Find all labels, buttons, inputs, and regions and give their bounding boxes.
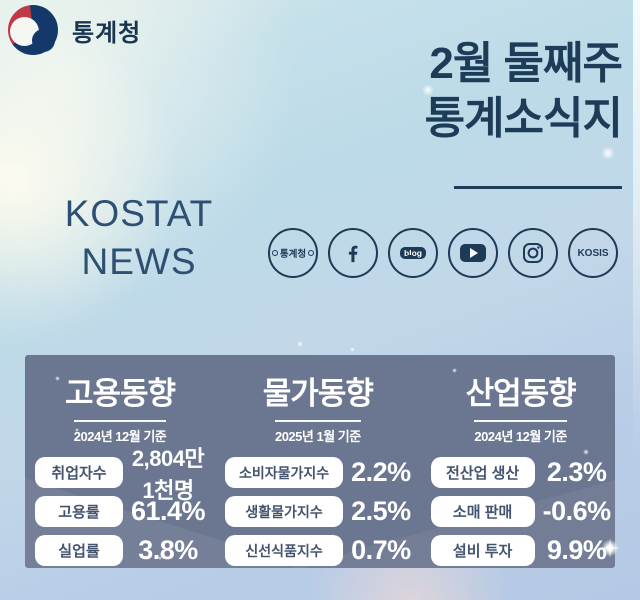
statistics-panel: 고용동향 2024년 12월 기준 취업자수 2,804만 1천명 고용률 61… [25,355,615,568]
blog-icon: blog [400,246,426,260]
stat-label-pill: 설비 투자 [430,535,535,566]
stat-row: 취업자수 2,804만 1천명 [35,446,205,503]
stat-value: -0.6% [542,496,612,526]
brand-line1: KOSTAT [64,193,214,234]
stat-value: 2.5% [351,496,411,526]
brand-line2: NEWS [81,241,197,283]
stat-value: 2,804만 1천명 [131,445,205,503]
stat-row: 실업률 3.8% [35,535,205,566]
stat-label-pill: 실업률 [35,535,123,566]
stat-row: 설비 투자 9.9% [430,535,611,566]
employment-rows: 취업자수 2,804만 1천명 고용률 61.4% 실업률 3.8% [25,446,215,566]
stat-value: 2.2% [351,457,411,487]
stat-label-pill: 소비자물가지수 [225,457,344,488]
stat-value: 2.3% [546,457,607,487]
panel-title-employment: 고용동향 [64,376,176,411]
stat-label-pill: 고용률 [35,496,123,527]
blog-button[interactable]: blog [388,228,438,278]
title-underline [454,185,622,189]
newsletter-title-line1: 2월 둘째주 [429,39,623,88]
panel-basis-price: 2025년 1월 기준 [274,420,361,445]
stat-row: 소비자물가지수 2.2% [225,457,411,488]
panel-basis-industry: 2024년 12월 기준 [474,420,567,445]
facebook-button[interactable] [328,228,378,278]
sparkle [452,368,457,373]
social-links-row: 통계청 blog KOSIS [268,228,618,278]
sparkle-star [600,538,620,558]
stat-value: 0.7% [351,535,411,565]
stat-label-pill: 소매 판매 [430,496,535,527]
price-rows: 소비자물가지수 2.2% 생활물가지수 2.5% 신선식품지수 0.7% [215,457,421,566]
instagram-button[interactable] [508,228,558,278]
stat-label-pill: 전산업 생산 [430,457,535,488]
right-dot [308,250,315,256]
price-panel: 물가동향 2025년 1월 기준 소비자물가지수 2.2% 생활물가지수 2.5… [215,355,421,568]
stat-value: 3.8% [138,535,198,565]
stat-row: 전산업 생산 2.3% [430,457,611,488]
stat-row: 생활물가지수 2.5% [225,496,411,527]
kosis-icon: KOSIS [577,247,609,259]
right-edge-highlight [633,0,640,460]
stat-row: 소매 판매 -0.6% [430,496,612,527]
korea-government-taegeuk-icon [8,5,58,55]
industry-rows: 전산업 생산 2.3% 소매 판매 -0.6% 설비 투자 9.9% [421,457,615,566]
stat-row: 고용률 61.4% [35,496,206,527]
kostat-site-button[interactable]: 통계청 [268,228,318,278]
sparkle [75,428,79,432]
stat-value: 9.9% [546,535,607,565]
sparkle [55,376,60,381]
industry-panel: 산업동향 2024년 12월 기준 전산업 생산 2.3% 소매 판매 -0.6… [421,355,615,568]
kostat-site-icon: 통계청 [271,246,315,260]
left-dot [271,250,278,256]
stat-label-pill: 신선식품지수 [225,535,344,566]
kostat-news-wordmark: KOSTAT NEWS [55,190,223,286]
stat-label-pill: 생활물가지수 [225,496,344,527]
facebook-icon [348,245,358,263]
sparkle [601,146,615,160]
sparkle [297,341,303,347]
agency-header: 통계청 [8,5,141,55]
stat-value: 61.4% [131,496,206,526]
youtube-icon [460,244,486,262]
kostat-site-label: 통계청 [279,249,307,260]
stat-row: 신선식품지수 0.7% [225,535,411,566]
sparkle [583,449,589,455]
sparkle [422,84,434,96]
panel-basis-employment: 2024년 12월 기준 [73,420,167,445]
agency-name: 통계청 [72,19,142,47]
panel-title-industry: 산업동향 [465,376,577,411]
newsletter-title-line2: 통계소식지 [424,94,623,144]
stat-label-pill: 취업자수 [35,457,123,488]
newsletter-title: 2월 둘째주 통계소식지 [424,36,623,202]
instagram-icon [523,243,543,263]
employment-panel: 고용동향 2024년 12월 기준 취업자수 2,804만 1천명 고용률 61… [25,355,215,568]
panel-title-price: 물가동향 [262,376,374,411]
sparkle [158,556,162,560]
sparkle [350,347,355,352]
kosis-button[interactable]: KOSIS [568,228,618,278]
youtube-button[interactable] [448,228,498,278]
